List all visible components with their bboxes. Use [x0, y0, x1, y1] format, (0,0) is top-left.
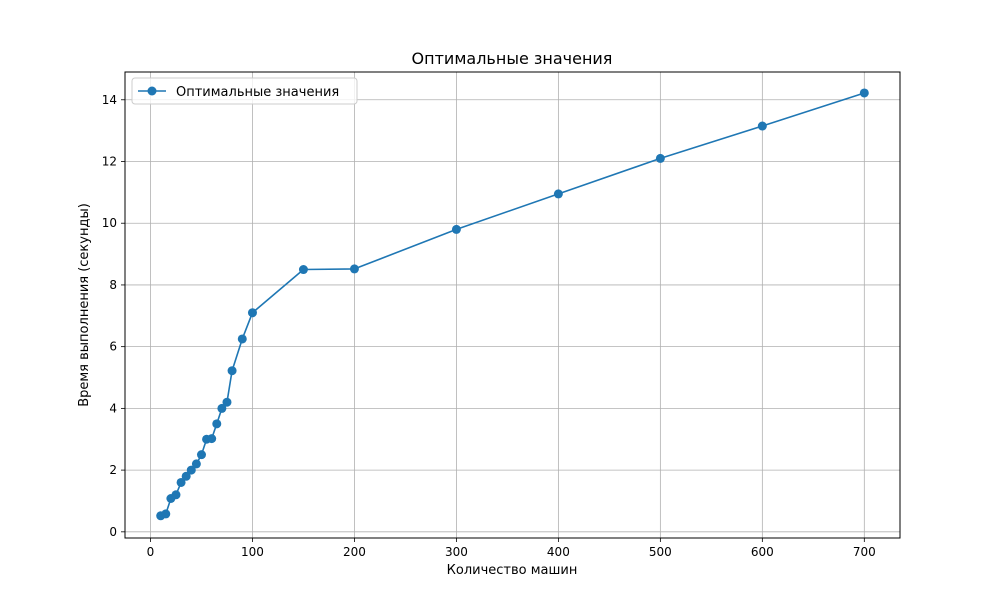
data-point [171, 490, 181, 500]
data-point [212, 419, 222, 429]
data-point [207, 434, 217, 444]
data-point [298, 265, 308, 275]
y-tick-label: 12 [102, 154, 117, 168]
x-tick-label: 100 [241, 545, 264, 559]
y-tick-label: 6 [109, 340, 117, 354]
data-point [859, 88, 869, 98]
y-tick-label: 14 [102, 93, 117, 107]
data-point [217, 403, 227, 413]
data-point [186, 465, 196, 475]
y-tick-label: 10 [102, 216, 117, 230]
data-point [655, 153, 665, 163]
x-tick-label: 700 [853, 545, 876, 559]
data-point [181, 471, 191, 481]
chart-title: Оптимальные значения [412, 49, 613, 68]
legend: Оптимальные значения [131, 77, 358, 105]
data-point [196, 450, 206, 460]
data-point [451, 224, 461, 234]
x-tick-label: 400 [547, 545, 570, 559]
y-tick-label: 8 [109, 278, 117, 292]
x-axis-title: Количество машин [447, 563, 578, 578]
data-point [349, 264, 359, 274]
legend-label: Оптимальные значения [176, 85, 339, 100]
data-point [176, 477, 186, 487]
y-tick-label: 4 [109, 401, 117, 415]
x-tick-label: 0 [147, 545, 155, 559]
grid-lines [125, 72, 900, 538]
x-tick-label: 500 [649, 545, 672, 559]
legend-point-marker [147, 86, 157, 96]
y-axis-title: Время выполнения (секунды) [77, 203, 92, 407]
data-point [553, 189, 563, 199]
series-layer [156, 88, 869, 521]
legend-box [131, 77, 358, 105]
y-tick-label: 2 [109, 463, 117, 477]
x-tick-label: 600 [751, 545, 774, 559]
x-tick-label: 300 [445, 545, 468, 559]
data-point [757, 121, 767, 131]
axis-ticks: 0 100 200 300 400 500 600 700 0 2 4 6 8 10 12 14 [102, 93, 876, 559]
data-point [237, 334, 247, 344]
plot-area-frame [124, 71, 901, 539]
x-tick-label: 200 [343, 545, 366, 559]
data-point [161, 509, 171, 519]
y-tick-label: 0 [109, 525, 117, 539]
data-point [191, 459, 201, 469]
data-point [247, 308, 257, 318]
data-point [227, 366, 237, 376]
data-point [222, 397, 232, 407]
